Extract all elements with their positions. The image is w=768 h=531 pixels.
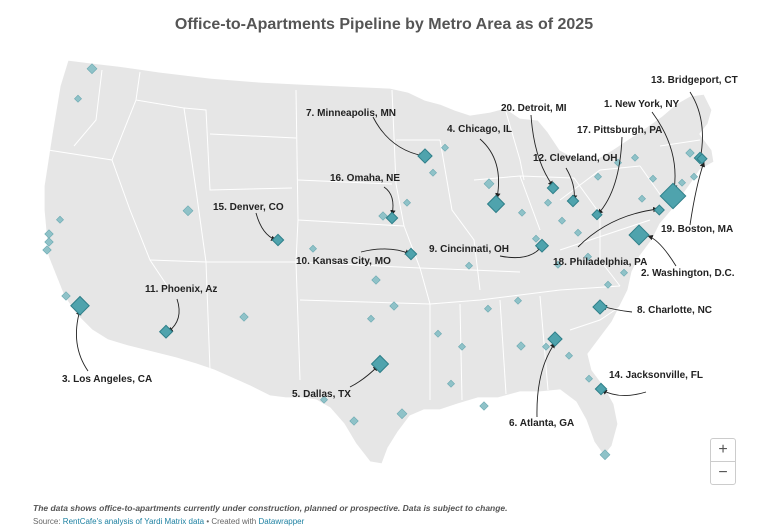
small-markers [42,63,698,461]
label-pittsburgh: 17. Pittsburgh, PA [577,125,662,136]
label-denver: 15. Denver, CO [213,202,284,213]
zoom-out-button[interactable]: − [710,461,736,485]
label-cleveland: 12. Cleveland, OH [533,153,617,164]
state-borders [47,69,701,401]
marker-new-york [659,182,687,210]
marker-jacksonville [594,382,608,396]
map-title: Office-to-Apartments Pipeline by Metro A… [174,16,594,33]
marker-boston [696,153,708,165]
source-line: Source: RentCafe's analysis of Yardi Mat… [33,517,304,526]
label-omaha: 16. Omaha, NE [330,173,400,184]
marker-philadelphia [653,204,665,216]
label-bridgeport: 13. Bridgeport, CT [651,75,738,86]
marker-chicago [486,194,506,214]
metro-labels: 1. New York, NY 2. Washington, D.C. 3. L… [62,75,738,429]
datawrapper-link[interactable]: Datawrapper [258,517,305,526]
label-jacksonville: 14. Jacksonville, FL [609,370,703,381]
marker-omaha [385,211,399,225]
label-atlanta: 6. Atlanta, GA [509,418,574,429]
marker-kansas-city [404,247,418,261]
label-new-york: 1. New York, NY [604,99,680,110]
marker-pittsburgh [591,209,603,221]
marker-washington [628,224,650,246]
label-minneapolis: 7. Minneapolis, MN [306,108,396,119]
label-kansas-city: 10. Kansas City, MO [296,256,391,267]
marker-cleveland [566,194,580,208]
label-phoenix: 11. Phoenix, Az [145,284,217,295]
zoom-in-button[interactable]: + [710,438,736,462]
label-detroit: 20. Detroit, MI [501,103,567,114]
marker-cincinnati [534,238,550,253]
marker-detroit [546,181,560,195]
label-dallas: 5. Dallas, TX [292,389,351,400]
marker-minneapolis [417,148,433,164]
label-cincinnati: 9. Cincinnati, OH [429,244,509,255]
source-link[interactable]: RentCafe's analysis of Yardi Matrix data [62,517,205,526]
marker-charlotte [592,299,608,315]
marker-denver [271,233,285,247]
label-philadelphia: 18. Philadelphia, PA [553,257,647,268]
marker-phoenix [158,324,174,339]
marker-atlanta [547,331,563,347]
marker-los-angeles [70,295,90,316]
label-chicago: 4. Chicago, IL [447,124,512,135]
label-los-angeles: 3. Los Angeles, CA [62,374,152,385]
marker-dallas [370,354,390,374]
label-charlotte: 8. Charlotte, NC [637,305,712,316]
created-with-text: • Created with [204,517,259,526]
label-washington: 2. Washington, D.C. [641,268,735,279]
metro-markers [70,148,708,396]
leader-lines [75,91,705,418]
label-boston: 19. Boston, MA [661,224,733,235]
source-prefix: Source: [33,517,63,526]
footnote: The data shows office-to-apartments curr… [33,503,508,513]
